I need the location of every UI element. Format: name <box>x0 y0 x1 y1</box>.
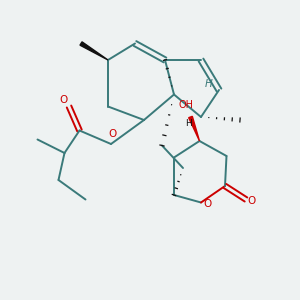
Text: O: O <box>108 130 117 140</box>
Text: O: O <box>59 95 67 105</box>
Text: O: O <box>203 199 212 209</box>
Text: O: O <box>248 196 256 206</box>
Text: H: H <box>205 79 212 89</box>
Text: OH: OH <box>178 100 194 110</box>
Polygon shape <box>80 42 108 60</box>
Text: H: H <box>186 119 192 128</box>
Polygon shape <box>189 116 200 141</box>
